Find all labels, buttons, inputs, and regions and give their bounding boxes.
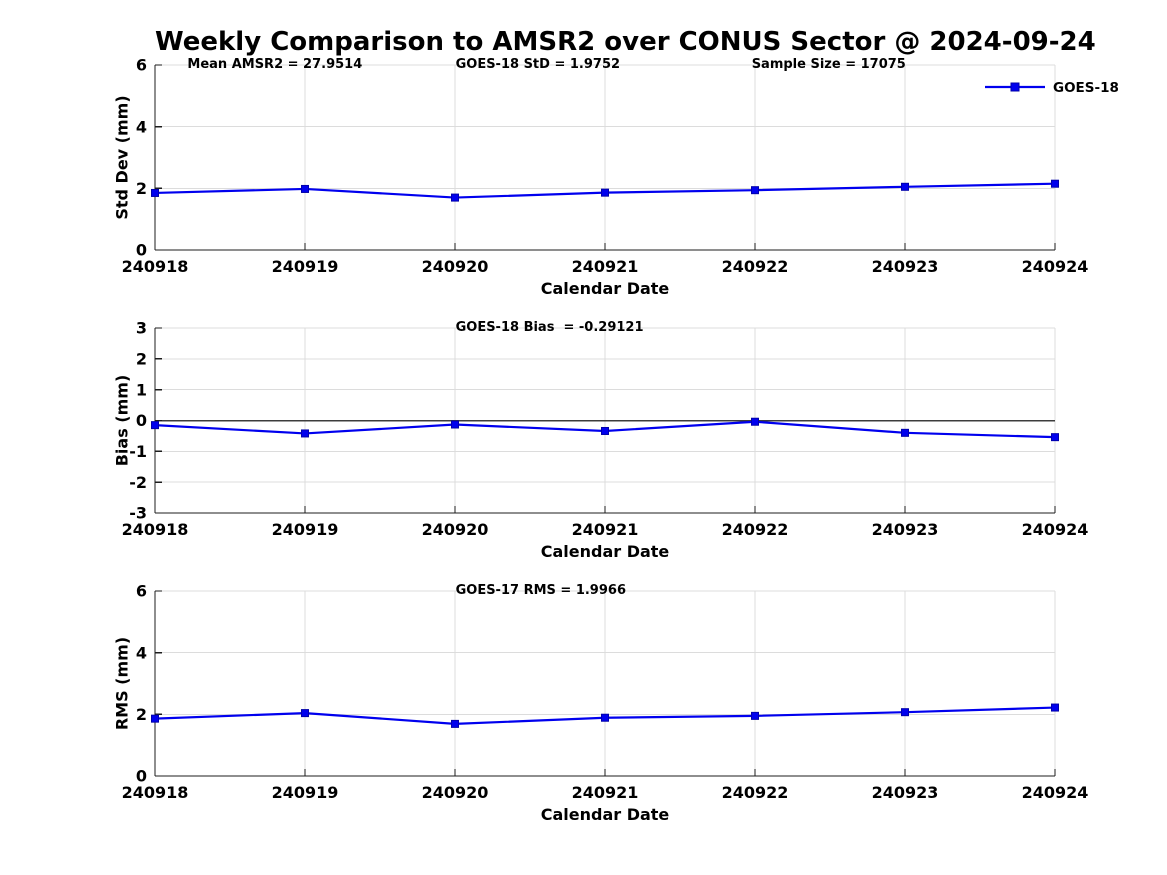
y-axis-label: RMS (mm) — [113, 637, 132, 730]
data-point-marker — [301, 709, 309, 718]
x-tick-label: 240923 — [872, 520, 939, 539]
y-tick-label: 0 — [136, 767, 147, 786]
data-point-marker — [901, 182, 909, 191]
x-tick-label: 240920 — [422, 520, 489, 539]
data-point-marker — [1051, 433, 1059, 442]
annotation-text: Mean AMSR2 = 27.9514 — [187, 57, 362, 72]
data-point-marker — [601, 426, 609, 435]
y-axis-label: Bias (mm) — [113, 375, 132, 467]
y-tick-label: 6 — [136, 582, 147, 601]
data-point-marker — [751, 417, 759, 426]
x-tick-label: 240922 — [722, 257, 789, 276]
x-tick-label: 240921 — [572, 783, 639, 802]
x-tick-label: 240920 — [422, 257, 489, 276]
x-tick-label: 240918 — [122, 257, 189, 276]
y-tick-label: 0 — [136, 411, 147, 430]
y-tick-label: 0 — [136, 241, 147, 260]
data-point-marker — [901, 428, 909, 437]
x-tick-label: 240920 — [422, 783, 489, 802]
y-tick-label: 1 — [136, 380, 147, 399]
x-tick-label: 240919 — [272, 520, 339, 539]
data-point-marker — [751, 711, 759, 720]
figure-title: Weekly Comparison to AMSR2 over CONUS Se… — [155, 27, 1096, 57]
data-point-marker — [301, 184, 309, 193]
x-tick-label: 240922 — [722, 783, 789, 802]
x-tick-label: 240923 — [872, 257, 939, 276]
data-point-marker — [151, 421, 159, 430]
x-axis-label: Calendar Date — [541, 542, 670, 561]
y-tick-label: -1 — [129, 442, 147, 461]
x-tick-label: 240921 — [572, 520, 639, 539]
x-tick-label: 240919 — [272, 783, 339, 802]
data-point-marker — [901, 708, 909, 717]
x-tick-label: 240918 — [122, 783, 189, 802]
data-point-marker — [601, 188, 609, 197]
data-point-marker — [1051, 703, 1059, 712]
annotation-text: GOES-17 RMS = 1.9966 — [456, 583, 626, 598]
annotation-text: GOES-18 Bias = -0.29121 — [456, 320, 644, 335]
x-tick-label: 240921 — [572, 257, 639, 276]
data-point-marker — [451, 420, 459, 429]
annotation-text: GOES-18 StD = 1.9752 — [456, 57, 620, 72]
y-tick-label: 4 — [136, 643, 147, 662]
data-point-marker — [151, 714, 159, 723]
y-tick-label: -3 — [129, 504, 147, 523]
x-tick-label: 240924 — [1022, 520, 1089, 539]
x-axis-label: Calendar Date — [541, 805, 670, 824]
legend-label: GOES-18 — [1053, 80, 1119, 96]
y-tick-label: -2 — [129, 473, 147, 492]
x-tick-label: 240919 — [272, 257, 339, 276]
y-tick-label: 2 — [136, 179, 147, 198]
x-tick-label: 240923 — [872, 783, 939, 802]
x-tick-label: 240918 — [122, 520, 189, 539]
y-axis-label: Std Dev (mm) — [113, 95, 132, 219]
x-tick-label: 240924 — [1022, 783, 1089, 802]
data-point-marker — [301, 429, 309, 438]
x-tick-label: 240922 — [722, 520, 789, 539]
x-tick-label: 240924 — [1022, 257, 1089, 276]
y-tick-label: 4 — [136, 117, 147, 136]
y-tick-label: 2 — [136, 705, 147, 724]
data-point-marker — [151, 188, 159, 197]
data-point-marker — [1051, 179, 1059, 188]
x-axis-label: Calendar Date — [541, 279, 670, 298]
y-tick-label: 3 — [136, 319, 147, 338]
data-point-marker — [601, 713, 609, 722]
annotation-text: Sample Size = 17075 — [752, 57, 906, 72]
y-tick-label: 6 — [136, 56, 147, 75]
data-point-marker — [451, 719, 459, 728]
data-point-marker — [451, 193, 459, 202]
data-point-marker — [751, 186, 759, 195]
y-tick-label: 2 — [136, 349, 147, 368]
legend-marker-sample — [1010, 82, 1020, 92]
